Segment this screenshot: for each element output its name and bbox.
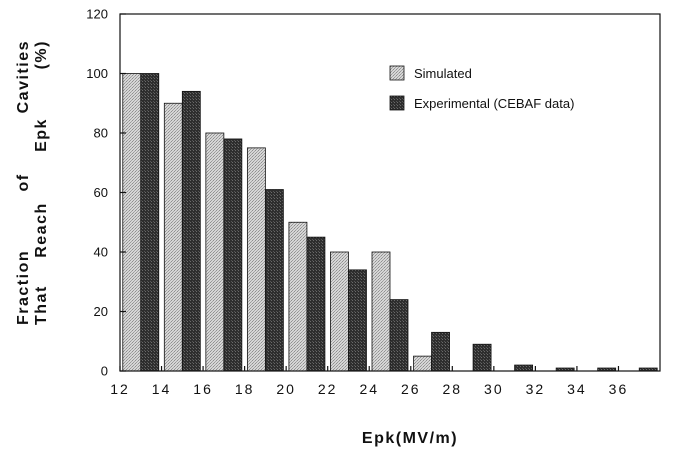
y-axis-title-text: That Reach Epk (%) bbox=[33, 40, 50, 325]
x-tick-label: 20 bbox=[276, 381, 296, 397]
x-tick-label: 36 bbox=[609, 381, 629, 397]
bar-simulated-16 bbox=[205, 132, 225, 372]
legend-swatch-experimental bbox=[389, 95, 405, 111]
y-tick-label: 40 bbox=[94, 245, 108, 260]
x-tick-label: 28 bbox=[443, 381, 463, 397]
y-axis-title-word: That bbox=[33, 285, 50, 325]
y-axis-title-word: of bbox=[15, 173, 32, 191]
bar-experimental-18 bbox=[264, 189, 284, 372]
y-tick-label: 60 bbox=[94, 185, 108, 200]
x-tick-label: 16 bbox=[193, 381, 213, 397]
y-axis-title-text: Fraction of Cavities bbox=[15, 40, 32, 325]
axes: 0 20 40 60 80 100 120 12 14 16 18 20 22 24 26 28 30 32 34 3… bbox=[86, 7, 661, 397]
legend-swatch-simulated bbox=[389, 65, 405, 81]
bar-simulated-24 bbox=[371, 251, 391, 372]
bar-simulated-18 bbox=[246, 147, 266, 372]
y-axis-title-word: (%) bbox=[33, 40, 50, 69]
bar-simulated-14 bbox=[163, 102, 183, 372]
legend: Simulated Experimental (CEBAF data) bbox=[389, 65, 574, 111]
bar-simulated-12 bbox=[122, 73, 142, 372]
x-tick-label: 30 bbox=[484, 381, 504, 397]
x-tick-label: 32 bbox=[526, 381, 546, 397]
bar-experimental-22 bbox=[348, 269, 367, 372]
x-tick-label: 12 bbox=[110, 381, 130, 397]
bar-experimental-20 bbox=[306, 236, 326, 372]
bar-experimental-16 bbox=[223, 138, 243, 372]
y-axis-title-word: Cavities bbox=[15, 40, 32, 113]
x-axis-title: Epk(MV/m) bbox=[362, 430, 458, 447]
y-tick-label: 100 bbox=[86, 66, 108, 81]
bar-simulated-20 bbox=[288, 221, 308, 372]
x-tick-label: 34 bbox=[567, 381, 587, 397]
x-tick-label: 24 bbox=[359, 381, 379, 397]
bar-experimental-26 bbox=[431, 331, 450, 372]
y-axis-title-word: Reach bbox=[33, 202, 50, 258]
y-axis-title-line: That Reach Epk (%) bbox=[33, 40, 50, 325]
y-axis-title-word: Epk bbox=[33, 118, 50, 152]
bar-experimental-30 bbox=[514, 364, 534, 372]
x-tick-label: 22 bbox=[318, 381, 338, 397]
bar-experimental-28 bbox=[472, 343, 492, 372]
y-tick-label: 20 bbox=[94, 304, 108, 319]
legend-label-simulated: Simulated bbox=[414, 66, 472, 81]
x-tick-label: 18 bbox=[235, 381, 255, 397]
y-tick-label: 80 bbox=[94, 126, 108, 141]
y-tick-label: 120 bbox=[86, 7, 108, 22]
legend-label-experimental: Experimental (CEBAF data) bbox=[414, 96, 574, 111]
bar-simulated-26 bbox=[413, 355, 432, 372]
bar-experimental-12 bbox=[140, 73, 160, 372]
y-axis-title-word: Fraction bbox=[15, 250, 32, 325]
bar-experimental-24 bbox=[389, 299, 409, 372]
y-tick-label: 0 bbox=[101, 364, 108, 379]
y-axis-title-line: Fraction of Cavities bbox=[15, 40, 32, 325]
bar-experimental-14 bbox=[181, 90, 201, 372]
y-axis-title: Fraction of Cavities That Reach Epk (%) bbox=[15, 40, 50, 325]
x-tick-label: 14 bbox=[152, 381, 172, 397]
x-tick-label: 26 bbox=[401, 381, 421, 397]
plot-area bbox=[122, 73, 658, 372]
bar-simulated-22 bbox=[330, 251, 349, 372]
